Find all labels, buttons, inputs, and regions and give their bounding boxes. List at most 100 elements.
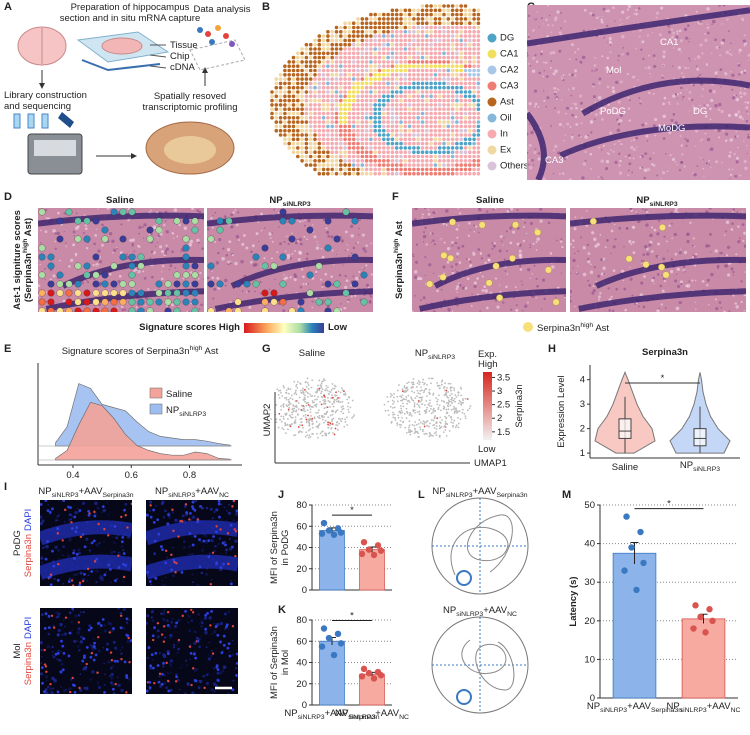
spot: [425, 90, 429, 94]
cell-dot: [432, 424, 435, 427]
cell-dot: [421, 381, 424, 384]
speckle: [499, 284, 501, 286]
speckle: [469, 229, 471, 231]
speckle: [676, 93, 679, 96]
speckle: [544, 61, 548, 65]
spot: [429, 34, 433, 38]
speckle: [674, 161, 677, 163]
speckle: [230, 225, 234, 229]
speckle: [303, 235, 306, 238]
spot: [429, 103, 433, 107]
colorbar-tick-label: 2: [497, 413, 502, 424]
spot: [412, 51, 416, 56]
legend-label: Serpina3nhigh Ast: [537, 322, 609, 334]
speckle: [237, 239, 240, 241]
cell-dot: [308, 421, 310, 424]
cell-dot: [335, 394, 338, 397]
spot: [364, 81, 369, 86]
speckle: [661, 289, 665, 293]
cell-dot: [405, 407, 408, 410]
serpina3n-signal: [61, 539, 64, 542]
spot: [407, 141, 412, 146]
spot: [339, 25, 343, 30]
spot: [317, 120, 322, 124]
speckle: [734, 174, 738, 178]
spot: [442, 55, 446, 60]
spot: [373, 68, 378, 73]
spot: [468, 120, 472, 124]
spot: [433, 103, 438, 107]
speckle: [531, 158, 534, 162]
spot: [382, 42, 386, 47]
speckle: [703, 175, 705, 178]
speckle: [325, 230, 330, 235]
speckle: [540, 17, 543, 20]
speckle: [624, 308, 627, 312]
speckle: [701, 52, 704, 55]
spot: [343, 21, 347, 26]
speckle: [350, 234, 354, 238]
spot: [291, 60, 296, 64]
spot: [416, 133, 421, 137]
spot: [274, 77, 279, 81]
spot: [450, 30, 455, 34]
spot: [304, 81, 309, 86]
spot: [356, 60, 360, 64]
spot: [377, 124, 382, 129]
spot: [403, 42, 408, 47]
spot: [386, 73, 390, 77]
spot: [339, 34, 343, 38]
cell-dot: [345, 416, 348, 419]
cell-dot: [453, 405, 455, 408]
speckle: [535, 60, 539, 63]
cell-dot: [300, 392, 303, 394]
speckle: [213, 287, 217, 291]
cell-dot: [457, 394, 460, 397]
ast-spot: [625, 255, 633, 263]
cell-dot: [309, 417, 311, 420]
cell-dot: [420, 399, 423, 402]
speckle: [725, 50, 729, 55]
speckle: [666, 170, 669, 173]
spot: [412, 120, 416, 124]
speckle: [747, 113, 750, 115]
colorbar-tick-label: 1.5: [497, 427, 510, 438]
cell-dot: [448, 400, 451, 403]
spot: [472, 137, 476, 142]
speckle: [338, 273, 342, 277]
speckle: [479, 310, 481, 312]
cell-dot: [429, 432, 431, 435]
cell-dot: [344, 392, 347, 395]
cell-dot: [425, 408, 428, 411]
spot: [377, 141, 382, 146]
spot: [468, 159, 472, 163]
speckle: [640, 281, 644, 285]
spot: [321, 77, 326, 81]
speckle: [150, 209, 152, 212]
score-spot: [137, 307, 145, 312]
cell-layer: [527, 7, 750, 47]
spot: [283, 137, 287, 142]
spot: [472, 42, 476, 47]
dapi-nucleus: [62, 500, 66, 502]
spot: [403, 21, 408, 26]
speckle: [728, 168, 731, 171]
cell-dot: [439, 416, 442, 419]
spot: [425, 103, 429, 107]
speckle: [546, 159, 549, 162]
score-spot: [191, 298, 199, 306]
spot: [403, 90, 408, 94]
spot: [351, 159, 356, 163]
speckle: [529, 221, 534, 226]
spot: [360, 163, 365, 167]
speckle: [671, 157, 676, 162]
spot: [326, 30, 330, 34]
spot: [343, 94, 347, 99]
speckle: [315, 246, 320, 250]
spot: [283, 90, 287, 94]
cell-dot: [332, 400, 335, 403]
speckle: [678, 168, 682, 172]
spot: [278, 81, 283, 86]
spot: [407, 133, 412, 137]
spot: [403, 146, 408, 150]
